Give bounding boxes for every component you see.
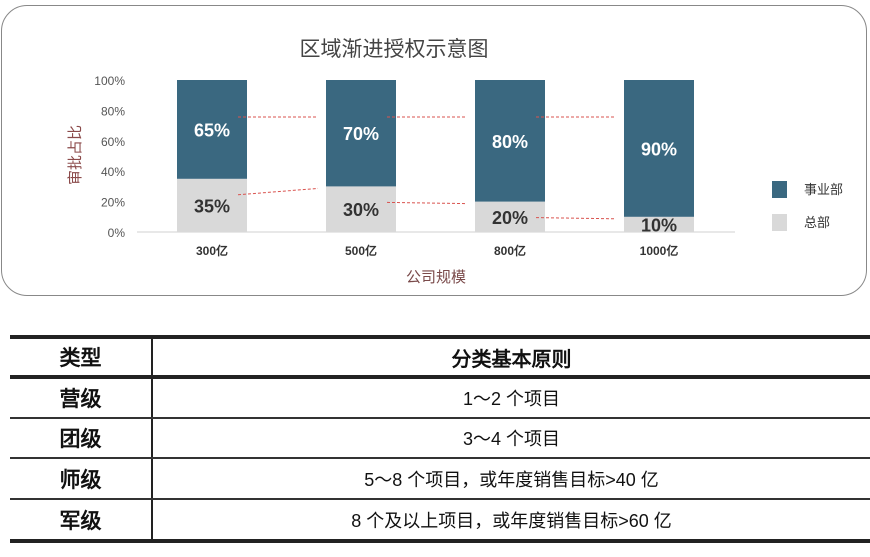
x-tick-label: 800亿 [494,243,526,258]
x-tick-label: 500亿 [345,243,377,258]
y-tick-label: 100% [94,74,125,88]
data-label-business-unit: 90% [641,139,677,159]
classification-table: 类型 分类基本原则 营级 1～2 个项目 团级 3～4 个项目 师级 5～8 个… [10,335,870,543]
bar-hq [624,216,694,232]
trend-line-hq [535,217,617,220]
trend-line-hq [237,187,319,196]
y-tick-label: 40% [101,165,125,179]
cell-principle: 5～8 个项目，或年度销售目标>40 亿 [364,469,659,490]
x-tick-label: 300亿 [196,243,228,258]
legend-label: 总部 [804,216,830,231]
chart-card [1,5,867,296]
cell-principle: 3～4 个项目 [462,429,561,449]
data-label-hq: 20% [492,208,528,228]
data-label-business-unit: 70% [343,124,379,144]
cell-type: 师级 [10,459,153,498]
y-axis-title: 审批占比 [66,125,84,185]
y-tick-label: 20% [101,196,125,210]
cell-type: 营级 [10,379,153,417]
x-tick-label: 1000亿 [640,243,679,258]
bar-hq [475,201,545,232]
table-row: 军级 8 个及以上项目，或年度销售目标>60 亿 [10,500,870,543]
legend-swatch [772,181,787,198]
y-tick-label: 60% [101,135,125,149]
legend-swatch [772,214,787,231]
legend-label: 事业部 [804,183,843,198]
data-label-hq: 10% [641,215,677,235]
table-row: 营级 1～2 个项目 [10,379,870,419]
chart-title: 区域渐进授权示意图 [300,37,489,61]
data-label-business-unit: 80% [492,132,528,152]
table-row: 师级 5～8 个项目，或年度销售目标>40 亿 [10,459,870,500]
data-label-hq: 35% [194,196,230,216]
bar-hq [326,186,396,232]
table-row: 团级 3～4 个项目 [10,419,870,459]
bar-business-unit [326,80,396,187]
header-type: 类型 [10,339,153,375]
cell-principle: 1～2 个项目 [462,389,561,409]
data-label-business-unit: 65% [194,120,230,140]
cell-type: 团级 [10,419,153,457]
bar-business-unit [177,80,247,179]
y-tick-label: 0% [108,226,126,240]
data-label-hq: 30% [343,200,379,220]
bar-business-unit [624,80,694,217]
cell-principle: 8 个及以上项目，或年度销售目标>60 亿 [351,510,672,531]
bar-business-unit [475,80,545,202]
cell-type: 军级 [10,500,153,539]
bar-hq [177,178,247,232]
table-header-row: 类型 分类基本原则 [10,335,870,379]
header-principle: 分类基本原则 [451,348,572,371]
y-tick-label: 80% [101,104,125,118]
x-axis-title: 公司规模 [406,268,466,286]
trend-line-hq [386,201,468,205]
